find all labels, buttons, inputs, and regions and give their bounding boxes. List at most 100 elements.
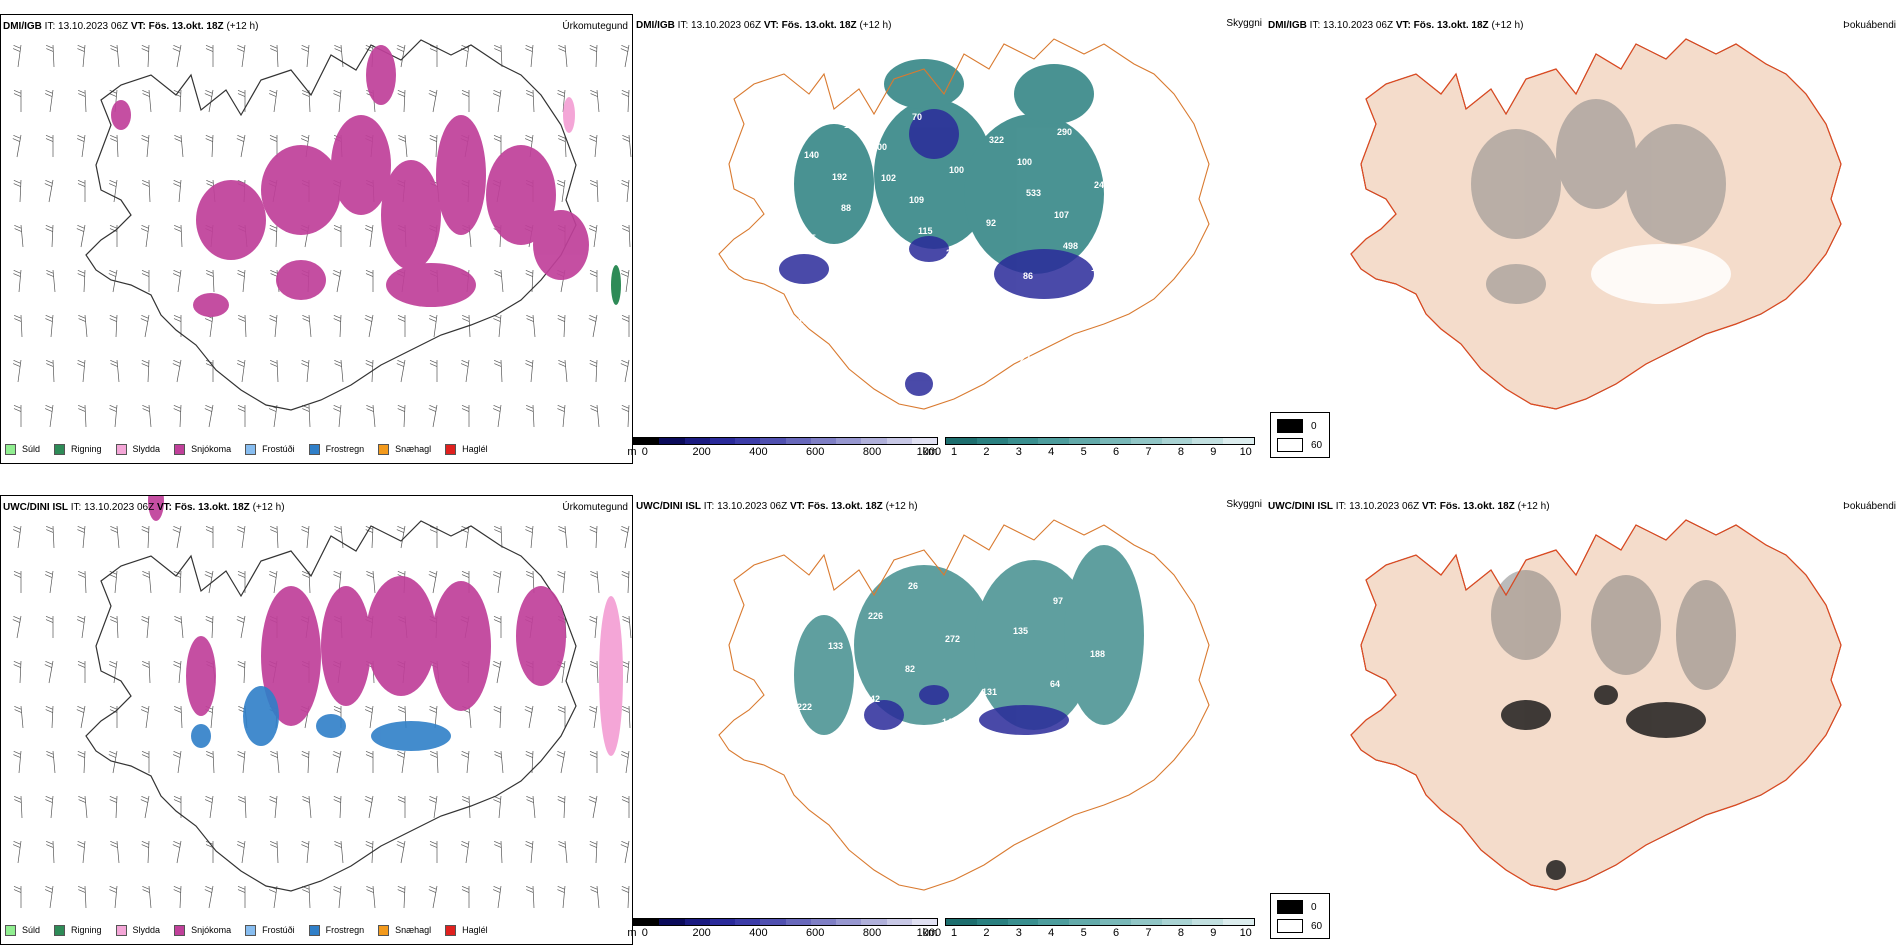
- visibility-label: 102: [881, 173, 896, 183]
- cbar-cell: [810, 438, 836, 444]
- cbar-cell: [976, 438, 1008, 444]
- lead-time: (+12 h): [252, 502, 285, 513]
- it-value: 13.10.2023 06Z: [717, 501, 788, 512]
- snow-areas: [111, 45, 589, 317]
- vt-value: Fös. 13.okt. 18Z: [148, 21, 224, 32]
- legend-label: Haglél: [462, 444, 488, 454]
- visibility-label: 165: [952, 362, 967, 372]
- vt-label: VT:: [1395, 20, 1411, 31]
- legend-swatch: [245, 924, 257, 936]
- cbar-cell: [1192, 919, 1224, 925]
- legend-swatch: [54, 443, 66, 455]
- visibility-label: 78: [1060, 324, 1070, 334]
- it-label: IT:: [703, 501, 715, 512]
- lead-time: (+12 h): [859, 20, 892, 31]
- iceland-outline: [85, 520, 577, 892]
- panel-title: Þokuábendi: [1843, 20, 1896, 31]
- cbar-tick: 7: [1145, 927, 1152, 939]
- visibility-label: 135: [1013, 626, 1028, 636]
- visibility-label: 300: [872, 142, 887, 152]
- cbar-tick: 0: [641, 446, 648, 458]
- legend-label: Slydda: [132, 925, 161, 935]
- cbar-cell: [946, 919, 977, 925]
- visibility-label: 240: [983, 301, 998, 311]
- visibility-label: 107: [1054, 210, 1069, 220]
- fog-map: [1350, 38, 1842, 410]
- cbar-cell: [1069, 438, 1100, 444]
- cbar-cell: [1099, 438, 1131, 444]
- panel-header: DMI/IGB IT: 13.10.2023 06Z VT: Fös. 13.o…: [3, 21, 628, 32]
- visibility-label: 272: [945, 634, 960, 644]
- cbar-cell: [1130, 438, 1162, 444]
- visibility-label: 97: [1053, 596, 1063, 606]
- cbar-tick: 600: [806, 446, 825, 458]
- panel-header: UWC/DINI ISL IT: 13.10.2023 06Z VT: Fös.…: [3, 502, 628, 513]
- cbar-cell: [810, 919, 836, 925]
- cbar-tick: 10: [1239, 446, 1252, 458]
- vt-label: VT:: [130, 21, 146, 32]
- it-label: IT:: [44, 21, 56, 32]
- cbar-tick: 600: [806, 927, 825, 939]
- visibility-label: 142: [942, 717, 957, 727]
- legend-swatch: [115, 924, 127, 936]
- cbar-cell: [886, 438, 912, 444]
- visibility-label: 164: [878, 256, 893, 266]
- visibility-label: 126: [1091, 263, 1106, 273]
- visibility-label: 237: [807, 347, 822, 357]
- cbar-cell: [634, 919, 660, 925]
- legend-swatch: [115, 443, 127, 455]
- cbar-tick: 3: [1015, 927, 1022, 939]
- cbar-cell: [1130, 919, 1162, 925]
- visibility-label: 158: [943, 331, 958, 341]
- it-label: IT:: [677, 20, 689, 31]
- visibility-label: 133: [828, 641, 843, 651]
- visibility-label: 109: [902, 747, 917, 757]
- panel-title: Þokuábendi: [1843, 501, 1896, 512]
- cbar-tick: 200: [692, 446, 711, 458]
- vt-value: Fös. 13.okt. 18Z: [807, 501, 883, 512]
- cbar-cell: [1007, 919, 1039, 925]
- legend-item: Slydda: [115, 443, 160, 455]
- visibility-label: 307: [939, 800, 954, 810]
- legend-label: Rigning: [71, 925, 102, 935]
- fog-legend-bottom: 0 60: [1270, 893, 1330, 939]
- visibility-label: 86: [1023, 271, 1033, 281]
- cbar-cell: [1007, 438, 1039, 444]
- lead-time: (+12 h): [1517, 501, 1550, 512]
- cbar-cell: [1069, 919, 1100, 925]
- visibility-label: 39: [834, 755, 844, 765]
- it-label: IT:: [1309, 20, 1321, 31]
- cbar-cell: [861, 438, 887, 444]
- visibility-label: 95: [1087, 732, 1097, 742]
- visibility-label: 131: [982, 687, 997, 697]
- cbar-cell: [1038, 919, 1070, 925]
- legend-item: Rigning: [54, 924, 102, 936]
- panel-header: DMI/IGB IT: 13.10.2023 06Z VT: Fös. 13.o…: [636, 20, 1262, 31]
- visibility-label: 322: [871, 808, 886, 818]
- cbar-cell: [785, 919, 811, 925]
- visibility-label: 109: [909, 195, 924, 205]
- vt-label: VT:: [763, 20, 779, 31]
- wind-barbs: [12, 525, 632, 909]
- cbar-tick: 6: [1113, 927, 1120, 939]
- fog-map: [1350, 519, 1842, 891]
- cbar-cell: [1192, 438, 1224, 444]
- legend-label: Snæhagl: [395, 444, 432, 454]
- legend-item: Slydda: [115, 924, 161, 936]
- cbar-tick: 1: [950, 927, 958, 939]
- visibility-label: 85: [831, 838, 841, 848]
- cbar-tick: 7: [1145, 446, 1152, 458]
- cbar-tick: 1: [950, 446, 958, 458]
- visibility-label: 84: [1097, 97, 1107, 107]
- legend-label: Rigning: [71, 444, 102, 454]
- visibility-label: 140: [804, 150, 819, 160]
- cbar-cell: [709, 919, 735, 925]
- cbar-tick: 200: [692, 927, 711, 939]
- visibility-label: 82: [905, 664, 915, 674]
- legend-item: Rigning: [54, 443, 102, 455]
- cbar-tick: 3: [1015, 446, 1022, 458]
- cbar-tick: 2: [983, 927, 990, 939]
- legend-item: Súld: [5, 924, 40, 936]
- it-label: IT:: [1335, 501, 1347, 512]
- legend-item: Snjókoma: [174, 443, 231, 455]
